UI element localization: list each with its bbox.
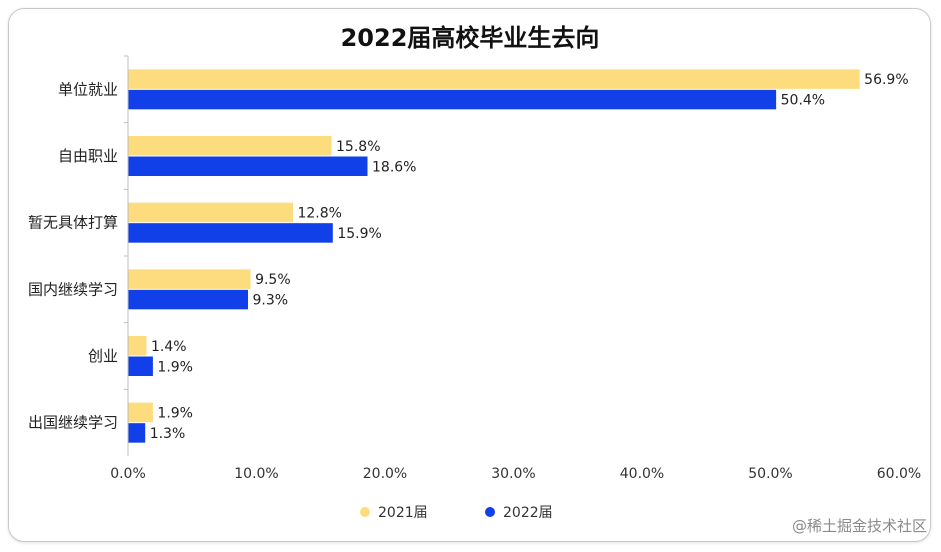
legend-label: 2022届 xyxy=(503,505,553,521)
category-label: 出国继续学习 xyxy=(28,414,118,432)
bar-series-1 xyxy=(128,269,251,289)
x-tick-label: 60.0% xyxy=(877,466,921,482)
x-tick-label: 50.0% xyxy=(748,466,792,482)
data-label: 1.9% xyxy=(157,405,193,421)
x-tick-label: 10.0% xyxy=(234,466,278,482)
bar-series-2 xyxy=(128,356,153,376)
bar-series-2 xyxy=(128,423,146,443)
legend-marker xyxy=(360,507,370,517)
chart-title: 2022届高校毕业生去向 xyxy=(341,24,600,52)
bar-series-1 xyxy=(128,402,153,423)
x-tick-label: 0.0% xyxy=(110,466,146,482)
bar-series-1 xyxy=(128,202,293,223)
watermark: @稀土掘金技术社区 xyxy=(792,517,927,535)
data-label: 9.3% xyxy=(253,293,289,309)
legend-label: 2021届 xyxy=(378,505,428,521)
category-label: 自由职业 xyxy=(58,147,118,165)
data-label: 1.9% xyxy=(157,359,193,375)
bar-series-1 xyxy=(128,69,860,89)
x-tick-label: 40.0% xyxy=(620,466,664,482)
data-label: 1.4% xyxy=(151,339,187,355)
category-label: 创业 xyxy=(88,347,118,365)
x-tick-label: 20.0% xyxy=(363,466,407,482)
bar-series-2 xyxy=(128,223,333,243)
bar-series-1 xyxy=(128,336,147,356)
legend-marker xyxy=(485,507,495,517)
data-label: 56.9% xyxy=(864,72,908,88)
data-label: 15.8% xyxy=(336,139,380,155)
data-label: 1.3% xyxy=(150,426,186,442)
x-tick-label: 30.0% xyxy=(491,466,535,482)
bar-series-2 xyxy=(128,89,777,110)
data-label: 18.6% xyxy=(372,159,416,175)
bar-series-1 xyxy=(128,136,332,156)
bar-series-2 xyxy=(128,289,249,310)
category-label: 国内继续学习 xyxy=(28,280,118,298)
legend: 2021届 2022届 xyxy=(360,505,553,521)
category-label: 暂无具体打算 xyxy=(28,214,118,232)
category-label: 单位就业 xyxy=(58,80,118,98)
data-label: 12.8% xyxy=(297,205,341,221)
plot-area: 单位就业 56.9% 50.4% 自由职业 15.8% 18.6% 暂无具体打算 12.8% 1… xyxy=(28,55,921,482)
bar-series-2 xyxy=(128,156,368,176)
data-label: 50.4% xyxy=(781,93,825,109)
data-label: 15.9% xyxy=(337,226,381,242)
data-label: 9.5% xyxy=(255,272,291,288)
